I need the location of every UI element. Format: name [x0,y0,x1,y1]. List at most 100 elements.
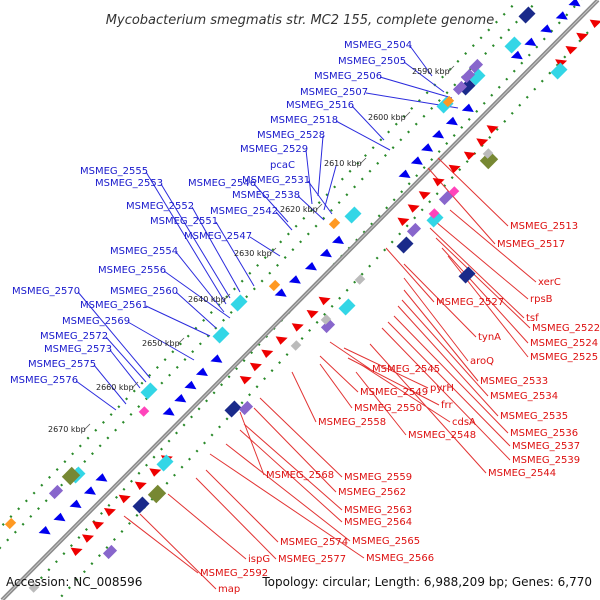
reverse-gene-label[interactable]: MSMEG_2522 [532,323,600,334]
tick-mark [403,111,411,119]
reverse-gene-label[interactable]: ispG [248,554,270,565]
reverse-gene-label[interactable]: MSMEG_2524 [530,338,598,349]
tick-label: 2610 kbp [324,159,362,168]
reverse-gene-label[interactable]: MSMEG_2545 [372,364,440,375]
forward-gene-label[interactable]: MSMEG_2554 [110,246,178,257]
forward-gene-label[interactable]: MSMEG_2561 [80,300,148,311]
reverse-gene-label[interactable]: MSMEG_2549 [360,387,428,398]
reverse-gene-label[interactable]: MSMEG_2563 [344,505,412,516]
reverse-gene-label[interactable]: MSMEG_2568 [266,470,334,481]
reverse-gene-label[interactable]: MSMEG_2565 [352,536,420,547]
leader-line [401,299,489,397]
feature-block [4,517,17,530]
reverse-gene-label[interactable]: MSMEG_2559 [344,472,412,483]
leader-line [209,453,365,559]
reverse-gene-label[interactable]: MSMEG_2566 [366,553,434,564]
feature-block [396,236,414,254]
forward-gene-label[interactable]: MSMEG_2569 [62,316,130,327]
reverse-gene-label[interactable]: MSMEG_2577 [278,554,346,565]
forward-gene-label[interactable]: MSMEG_2507 [300,87,368,98]
reverse-gene-label[interactable]: MSMEG_2534 [490,391,558,402]
feature-block [102,544,118,560]
reverse-gene-label[interactable]: aroQ [470,356,494,367]
forward-gene-label[interactable]: MSMEG_2575 [28,359,96,370]
reverse-gene-label[interactable]: MSMEG_2558 [318,417,386,428]
tick-mark [223,293,231,301]
forward-gene-label[interactable]: MSMEG_2560 [110,286,178,297]
forward-gene-label[interactable]: MSMEG_2542 [210,206,278,217]
reverse-gene-label[interactable]: tsf [526,313,539,324]
forward-gene-label[interactable]: MSMEG_2531 [242,175,310,186]
forward-arrow [288,275,301,284]
forward-gene-label[interactable]: MSMEG_2518 [270,115,338,126]
reverse-gene-label[interactable]: MSMEG_2536 [510,428,578,439]
reverse-gene-label[interactable]: MSMEG_2574 [280,537,348,548]
forward-gene-label[interactable]: MSMEG_2570 [12,286,80,297]
reverse-gene-label[interactable]: MSMEG_2537 [512,441,580,452]
reverse-gene-label[interactable]: tynA [478,332,501,343]
feature-block [550,62,568,80]
forward-gene-label[interactable]: MSMEG_2551 [150,216,218,227]
forward-gene-label[interactable]: MSMEG_2573 [44,344,112,355]
leader-line [127,321,195,361]
reverse-gene-label[interactable]: MSMEG_2539 [512,455,580,466]
reverse-gene-label[interactable]: rpsB [530,294,553,305]
reverse-gene-label[interactable]: MSMEG_2592 [200,568,268,579]
forward-gene-label[interactable]: pcaC [270,160,295,171]
feature-block [504,36,522,54]
forward-gene-label[interactable]: MSMEG_2572 [40,331,108,342]
reverse-gene-label[interactable]: MSMEG_2564 [344,517,412,528]
reverse-arrow [448,164,461,174]
reverse-gene-label[interactable]: pyrH [430,383,454,394]
forward-gene-label[interactable]: MSMEG_2553 [95,178,163,189]
reverse-gene-label[interactable]: MSMEG_2533 [480,376,548,387]
forward-gene-label[interactable]: MSMEG_2576 [10,375,78,386]
forward-arrow [304,262,317,271]
feature-block [482,148,494,159]
forward-gene-label[interactable]: MSMEG_2504 [344,40,412,51]
leader-line [409,45,433,77]
reverse-gene-label[interactable]: MSMEG_2562 [338,487,406,498]
feature-block [212,326,230,344]
reverse-gene-label[interactable]: frr [441,400,453,411]
reverse-arrow [70,547,83,556]
forward-gene-label[interactable]: MSMEG_2528 [257,130,325,141]
forward-arrow [195,367,208,376]
leader-line [239,429,343,523]
reverse-gene-label[interactable]: MSMEG_2535 [500,411,568,422]
forward-gene-label[interactable]: MSMEG_2555 [80,166,148,177]
forward-gene-label[interactable]: MSMEG_2556 [98,265,166,276]
forward-gene-label[interactable]: MSMEG_2516 [286,100,354,111]
forward-gene-label[interactable]: MSMEG_2552 [126,201,194,212]
reverse-gene-label[interactable]: map [218,584,240,595]
reverse-gene-label[interactable]: MSMEG_2517 [497,239,565,250]
reverse-gene-label[interactable]: MSMEG_2548 [408,430,476,441]
forward-gene-label[interactable]: MSMEG_2505 [338,56,406,67]
forward-gene-label[interactable]: MSMEG_2546 [188,178,256,189]
reverse-arrow [261,349,274,358]
reverse-arrow [476,138,489,147]
reverse-gene-label[interactable]: MSMEG_2527 [436,297,504,308]
leader-line [435,221,529,300]
forward-arrow [410,156,423,165]
forward-gene-label[interactable]: MSMEG_2547 [184,231,252,242]
leader-line [379,76,453,99]
reverse-gene-label[interactable]: cdsA [452,417,476,428]
leader-line [93,364,127,405]
reverse-arrow [134,481,147,490]
reverse-gene-label[interactable]: MSMEG_2544 [488,468,556,479]
tick-label: 2670 kbp [48,425,86,434]
forward-arrow [184,380,197,390]
feature-block [132,496,150,514]
reverse-arrow [576,32,589,42]
leader-line [160,183,231,299]
reverse-gene-label[interactable]: MSMEG_2525 [530,352,598,363]
tick-label: 2630 kbp [234,249,272,258]
forward-arrow [421,143,434,152]
reverse-gene-label[interactable]: xerC [538,277,561,288]
forward-gene-label[interactable]: MSMEG_2538 [232,190,300,201]
reverse-gene-label[interactable]: MSMEG_2550 [354,403,422,414]
forward-gene-label[interactable]: MSMEG_2506 [314,71,382,82]
reverse-gene-label[interactable]: MSMEG_2513 [510,221,578,232]
forward-gene-label[interactable]: MSMEG_2529 [240,144,308,155]
